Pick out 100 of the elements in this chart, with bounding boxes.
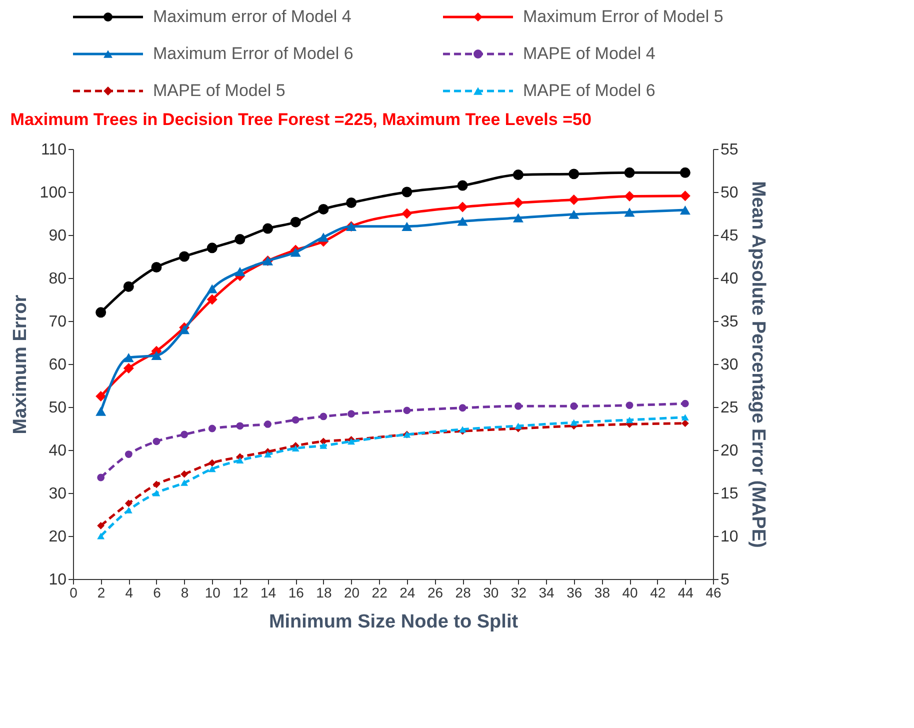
point bbox=[680, 190, 690, 202]
point bbox=[568, 168, 580, 180]
x-tick-label: 4 bbox=[125, 584, 134, 600]
x-tick-label: 14 bbox=[260, 584, 276, 600]
point bbox=[512, 170, 524, 180]
point bbox=[626, 402, 634, 409]
legend-label: MAPE of Model 4 bbox=[523, 44, 656, 63]
y-tick-label: 30 bbox=[48, 486, 67, 502]
point bbox=[152, 480, 160, 488]
y2-tick-label: 15 bbox=[720, 486, 738, 502]
point bbox=[320, 438, 328, 446]
point bbox=[318, 232, 329, 242]
y2-tick-label: 35 bbox=[720, 314, 738, 330]
point bbox=[179, 325, 190, 334]
x-axis-title: Minimum Size Node to Split bbox=[268, 612, 519, 632]
point bbox=[206, 284, 218, 294]
point bbox=[681, 414, 689, 421]
point bbox=[568, 194, 580, 205]
x-tick-label: 22 bbox=[372, 584, 388, 600]
y2-tick-label: 30 bbox=[720, 356, 738, 374]
point bbox=[123, 281, 134, 292]
point bbox=[320, 442, 328, 449]
point bbox=[124, 450, 132, 458]
x-tick-label: 40 bbox=[622, 584, 638, 600]
point bbox=[680, 167, 690, 178]
point bbox=[208, 424, 216, 432]
point bbox=[152, 490, 160, 496]
point bbox=[681, 400, 689, 408]
x-tick-label: 32 bbox=[510, 584, 527, 600]
point bbox=[208, 459, 216, 467]
y-tick-label: 70 bbox=[48, 314, 67, 330]
point bbox=[457, 180, 468, 191]
point bbox=[236, 422, 244, 430]
y2-tick-label: 5 bbox=[720, 572, 730, 588]
point bbox=[96, 406, 106, 416]
point bbox=[179, 251, 190, 262]
point bbox=[236, 457, 244, 464]
x-tick-label: 10 bbox=[204, 584, 221, 600]
y2-tick-label: 10 bbox=[720, 528, 738, 546]
point bbox=[264, 451, 272, 458]
point bbox=[97, 522, 105, 530]
point bbox=[206, 242, 218, 254]
point bbox=[568, 210, 580, 219]
y-tick-label: 40 bbox=[48, 442, 67, 460]
point bbox=[96, 391, 106, 402]
point bbox=[320, 412, 328, 420]
point bbox=[458, 404, 466, 412]
x-tick-label: 28 bbox=[455, 584, 472, 600]
y2-tick-label: 45 bbox=[720, 228, 738, 244]
x-tick-label: 30 bbox=[483, 584, 499, 600]
x-tick-label: 16 bbox=[288, 584, 304, 600]
point bbox=[292, 445, 300, 452]
x-tick-label: 18 bbox=[316, 584, 332, 600]
point bbox=[346, 198, 357, 208]
y-tick-label: 100 bbox=[40, 184, 67, 202]
point bbox=[206, 294, 218, 305]
x-tick-label: 26 bbox=[427, 584, 444, 600]
x-tick-label: 8 bbox=[180, 584, 189, 600]
x-tick-label: 38 bbox=[594, 584, 610, 600]
x-tick-label: 0 bbox=[70, 584, 78, 600]
point bbox=[262, 223, 274, 234]
x-tick-label: 36 bbox=[566, 584, 582, 600]
point bbox=[96, 307, 106, 318]
x-tick-label: 42 bbox=[650, 584, 666, 600]
y-tick-label: 20 bbox=[48, 528, 67, 546]
point bbox=[402, 186, 412, 198]
y2-tick-label: 25 bbox=[720, 400, 738, 416]
point bbox=[152, 438, 160, 446]
point bbox=[180, 479, 188, 486]
point bbox=[290, 216, 301, 228]
x-tick-label: 12 bbox=[232, 584, 248, 600]
point bbox=[264, 420, 272, 428]
point bbox=[514, 402, 522, 410]
point bbox=[348, 438, 355, 445]
chart-title: Maximum Trees in Decision Tree Forest =225, Maximum Tree Levels =50 bbox=[10, 110, 592, 129]
point bbox=[124, 500, 132, 508]
point bbox=[292, 416, 300, 424]
y-tick-label: 60 bbox=[48, 356, 67, 374]
y-tick-label: 10 bbox=[48, 572, 67, 588]
x-tick-label: 20 bbox=[344, 584, 360, 600]
point bbox=[180, 430, 188, 438]
point bbox=[348, 410, 355, 418]
point bbox=[570, 402, 578, 410]
point bbox=[151, 262, 162, 272]
point bbox=[180, 470, 188, 478]
point bbox=[234, 267, 246, 276]
point bbox=[402, 222, 412, 231]
x-tick-label: 24 bbox=[400, 584, 416, 600]
point bbox=[626, 416, 634, 424]
point bbox=[290, 248, 301, 257]
x-tick-label: 2 bbox=[97, 584, 106, 600]
point bbox=[403, 406, 411, 414]
legend-label: MAPE of Model 6 bbox=[523, 81, 656, 100]
point bbox=[123, 363, 134, 374]
point bbox=[402, 208, 412, 219]
point bbox=[624, 191, 635, 202]
y-tick-label: 90 bbox=[48, 228, 67, 244]
legend-label: MAPE of Model 5 bbox=[153, 81, 286, 100]
point bbox=[123, 353, 134, 362]
point bbox=[318, 204, 329, 214]
